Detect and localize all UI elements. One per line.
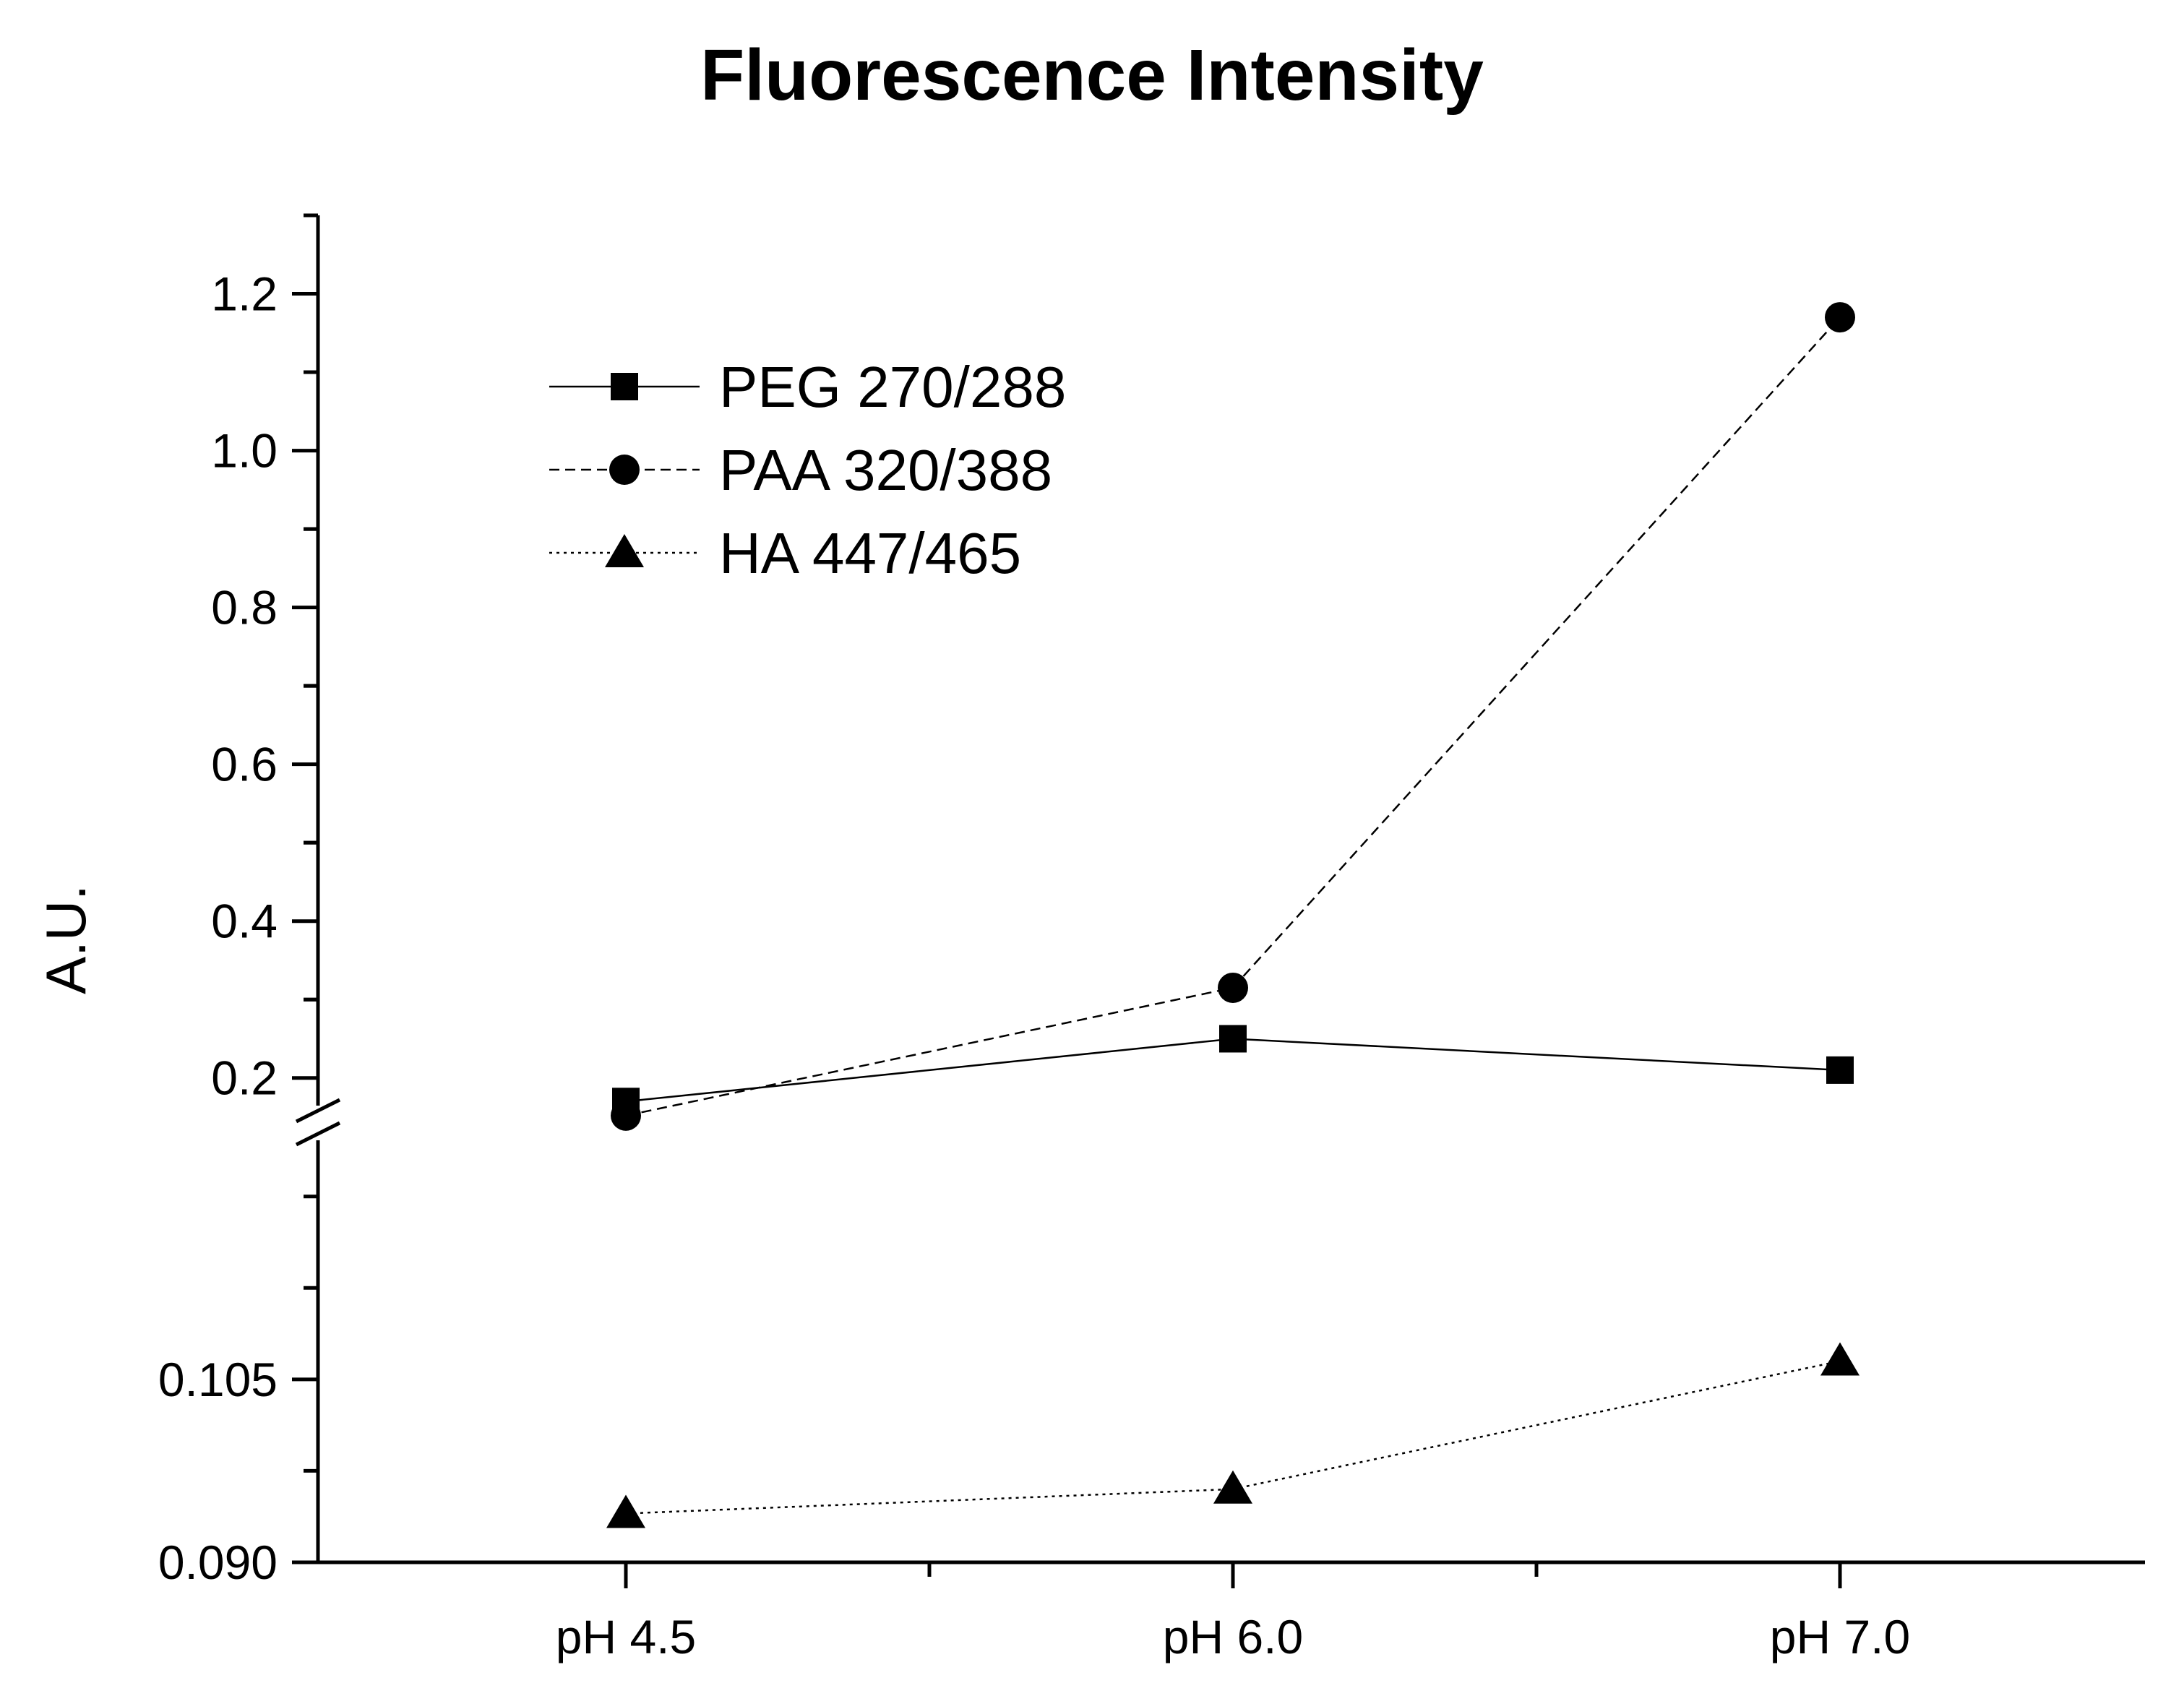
legend-marker <box>609 455 640 485</box>
series-ha-447-465 <box>606 1342 1860 1528</box>
data-point <box>1218 972 1248 1003</box>
legend-item: PAA 320/388 <box>549 438 1052 502</box>
legend-label: PAA 320/388 <box>719 438 1052 502</box>
x-tick-label: pH 4.5 <box>556 1610 696 1663</box>
legend-item: PEG 270/288 <box>549 355 1066 419</box>
y-tick-label: 1.2 <box>211 267 278 321</box>
series-peg-270-288 <box>612 1025 1854 1116</box>
y-tick-label: 0.105 <box>158 1353 278 1406</box>
data-point <box>611 1100 641 1131</box>
y-axis-label: A.U. <box>34 884 98 994</box>
y-tick-label: 0.2 <box>211 1051 278 1105</box>
legend-item: HA 447/465 <box>549 521 1021 585</box>
data-point <box>606 1494 645 1528</box>
data-point <box>1825 302 1855 333</box>
y-tick-label: 0.090 <box>158 1536 278 1589</box>
legend-label: HA 447/465 <box>719 521 1021 585</box>
series-paa-320-388 <box>611 302 1855 1131</box>
y-axis-break-mark <box>295 1098 341 1124</box>
chart-title: Fluorescence Intensity <box>700 35 1484 116</box>
data-point <box>1820 1342 1860 1376</box>
axes: 0.2 0.4 0.6 0.8 1.0 1.2 0.090 0.105 pH 4.5 pH 6.0… <box>158 213 2145 1663</box>
legend: PEG 270/288 PAA 320/388 HA 447/465 <box>549 355 1066 585</box>
y-axis-break-mark <box>295 1121 341 1147</box>
y-tick-label: 1.0 <box>211 424 278 478</box>
legend-label: PEG 270/288 <box>719 355 1066 419</box>
x-tick-label: pH 7.0 <box>1770 1610 1910 1663</box>
y-tick-label: 0.4 <box>211 895 278 948</box>
data-point <box>1219 1025 1247 1053</box>
legend-marker <box>611 373 638 400</box>
series-layer <box>606 302 1860 1528</box>
legend-marker <box>605 534 644 567</box>
y-tick-label: 0.6 <box>211 738 278 791</box>
data-point <box>1213 1470 1252 1504</box>
x-tick-label: pH 6.0 <box>1163 1610 1303 1663</box>
y-tick-label: 0.8 <box>211 581 278 634</box>
data-point <box>1826 1056 1854 1084</box>
